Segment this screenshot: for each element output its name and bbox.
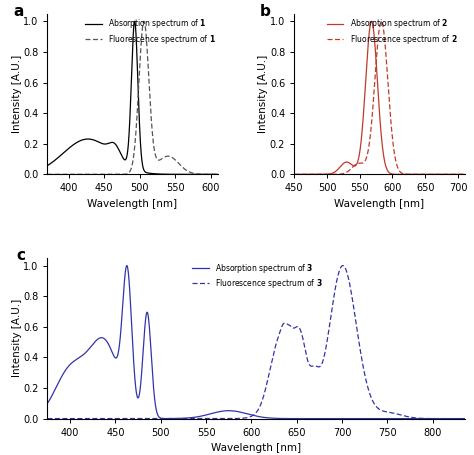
Legend: Absorption spectrum of $\mathbf{1}$, Fluorescence spectrum of $\mathbf{1}$: Absorption spectrum of $\mathbf{1}$, Flu… [82, 14, 219, 49]
Y-axis label: Intensity [A.U.]: Intensity [A.U.] [11, 55, 22, 133]
X-axis label: Wavelength [nm]: Wavelength [nm] [211, 443, 301, 453]
Legend: Absorption spectrum of $\mathbf{3}$, Fluorescence spectrum of $\mathbf{3}$: Absorption spectrum of $\mathbf{3}$, Flu… [189, 258, 326, 293]
Y-axis label: Intensity [A.U.]: Intensity [A.U.] [11, 299, 22, 377]
Text: a: a [13, 4, 24, 19]
X-axis label: Wavelength [nm]: Wavelength [nm] [88, 199, 178, 209]
X-axis label: Wavelength [nm]: Wavelength [nm] [334, 199, 424, 209]
Y-axis label: Intensity [A.U.]: Intensity [A.U.] [258, 55, 268, 133]
Text: b: b [260, 4, 271, 19]
Legend: Absorption spectrum of $\mathbf{2}$, Fluorescence spectrum of $\mathbf{2}$: Absorption spectrum of $\mathbf{2}$, Flu… [324, 14, 460, 49]
Text: c: c [16, 248, 25, 263]
